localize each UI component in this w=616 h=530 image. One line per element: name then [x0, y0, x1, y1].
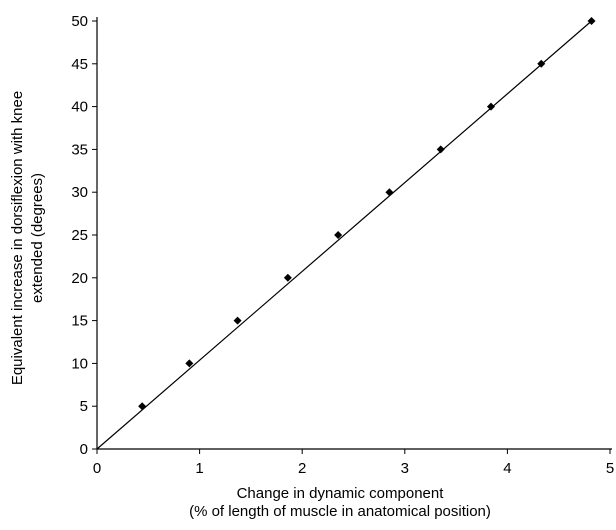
y-tick-label: 15 [71, 313, 88, 330]
data-point [138, 402, 147, 411]
data-point [233, 316, 242, 325]
x-axis-title-line: (% of length of muscle in anatomical pos… [189, 503, 491, 520]
axis-titles: Change in dynamic component(% of length … [9, 91, 491, 520]
y-tick-label: 40 [71, 99, 88, 116]
data-point [334, 231, 343, 239]
y-tick-label: 5 [80, 398, 88, 415]
x-axis-title-line: Change in dynamic component [237, 485, 445, 502]
data-point [587, 17, 596, 25]
y-tick-label: 25 [71, 227, 88, 244]
data-marks [96, 17, 596, 450]
x-tick-label: 4 [503, 460, 511, 477]
x-tick-label: 0 [93, 460, 101, 477]
y-axis-title-line: Equivalent increase in dorsiflexion with… [9, 91, 26, 385]
x-tick-label: 1 [195, 460, 203, 477]
y-tick-label: 20 [71, 270, 88, 287]
x-tick-label: 2 [298, 460, 306, 477]
data-point [537, 59, 546, 68]
axes [96, 17, 612, 450]
y-tick-label: 0 [80, 441, 88, 458]
y-tick-label: 45 [71, 56, 88, 73]
data-point [185, 359, 194, 368]
data-point [436, 145, 445, 154]
data-point [385, 188, 394, 197]
y-tick-label: 30 [71, 184, 88, 201]
x-tick-label: 3 [401, 460, 409, 477]
data-point [486, 102, 495, 111]
x-tick-label: 5 [606, 460, 614, 477]
y-tick-label: 50 [71, 13, 88, 30]
series-line [96, 20, 592, 450]
y-tick-label: 35 [71, 141, 88, 158]
y-axis-title-line: extended (degrees) [29, 173, 46, 303]
data-point [283, 273, 292, 282]
y-tick-label: 10 [71, 355, 88, 372]
